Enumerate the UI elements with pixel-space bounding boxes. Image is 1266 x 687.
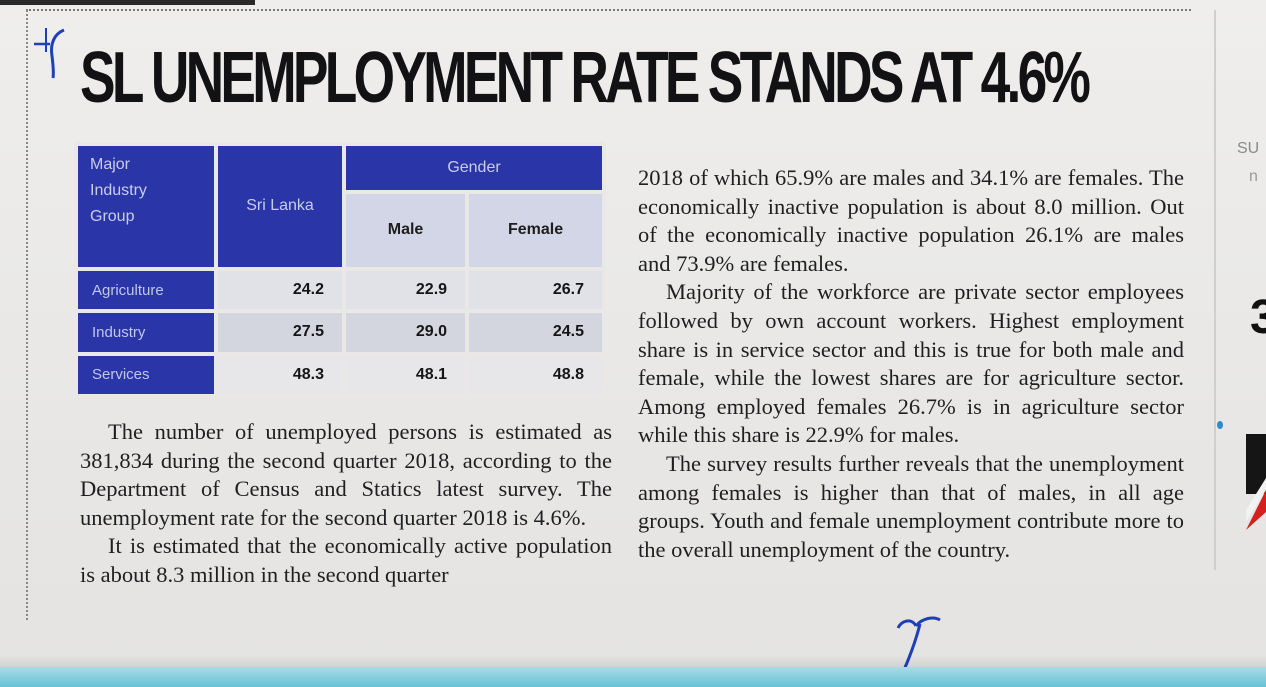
article-paragraph: The number of unemployed persons is esti… <box>80 419 612 530</box>
cell-services-female: 48.8 <box>465 351 606 399</box>
handwritten-tick-mark-icon <box>34 28 65 79</box>
margin-fragment-n: n <box>1249 168 1258 185</box>
ink-dot-icon <box>1217 421 1223 429</box>
table-row: Services 48.3 48.1 48.8 <box>74 351 606 399</box>
top-edge-bar <box>0 0 255 5</box>
employment-share-table: Major Industry Group Sri Lanka Gender Ma… <box>74 142 606 399</box>
cell-agriculture-female: 26.7 <box>465 266 606 314</box>
cell-services-sri-lanka: 48.3 <box>214 351 346 399</box>
margin-fragment-three: 3 <box>1250 291 1266 344</box>
left-dotted-rule <box>26 10 28 620</box>
row-label-agriculture: Agriculture <box>74 266 218 314</box>
row-label-services: Services <box>74 351 218 399</box>
cell-industry-female: 24.5 <box>465 309 606 356</box>
cell-industry-sri-lanka: 27.5 <box>214 309 346 356</box>
article-column-right: 2018 of which 65.9% are males and 34.1% … <box>638 164 1184 564</box>
margin-fragment-su: SU <box>1237 140 1260 157</box>
handwritten-y-mark-icon <box>896 616 941 671</box>
margin-graphic <box>1246 434 1266 530</box>
table-row: Industry 27.5 29.0 24.5 <box>74 309 606 356</box>
top-dotted-rule <box>26 9 1191 11</box>
article-paragraph: The survey results further reveals that … <box>638 450 1184 562</box>
column-divider <box>1214 10 1216 570</box>
cell-agriculture-sri-lanka: 24.2 <box>214 266 346 314</box>
headline: SL UNEMPLOYMENT RATE STANDS AT 4.6% <box>80 38 1091 118</box>
header-major-line-3: Group <box>90 208 135 225</box>
cell-industry-male: 29.0 <box>341 309 470 356</box>
header-gender: Gender <box>342 142 606 194</box>
page-fold-shadow <box>0 655 1266 667</box>
header-major-line-2: Industry <box>90 182 147 199</box>
header-male: Male <box>341 190 470 271</box>
cell-services-male: 48.1 <box>341 351 470 399</box>
header-major-industry-group: Major Industry Group <box>74 142 218 271</box>
row-label-industry: Industry <box>74 309 218 356</box>
header-female: Female <box>465 190 606 271</box>
article-column-left: The number of unemployed persons is esti… <box>80 418 612 590</box>
bottom-cyan-band <box>0 667 1266 687</box>
article-paragraph: Majority of the workforce are private se… <box>638 279 1184 448</box>
table-row: Agriculture 24.2 22.9 26.7 <box>74 266 606 314</box>
cell-agriculture-male: 22.9 <box>341 266 470 314</box>
article-paragraph: It is estimated that the economically ac… <box>80 533 612 587</box>
header-major-line-1: Major <box>90 156 131 173</box>
article-paragraph: 2018 of which 65.9% are males and 34.1% … <box>638 165 1184 276</box>
header-sri-lanka: Sri Lanka <box>214 142 346 271</box>
